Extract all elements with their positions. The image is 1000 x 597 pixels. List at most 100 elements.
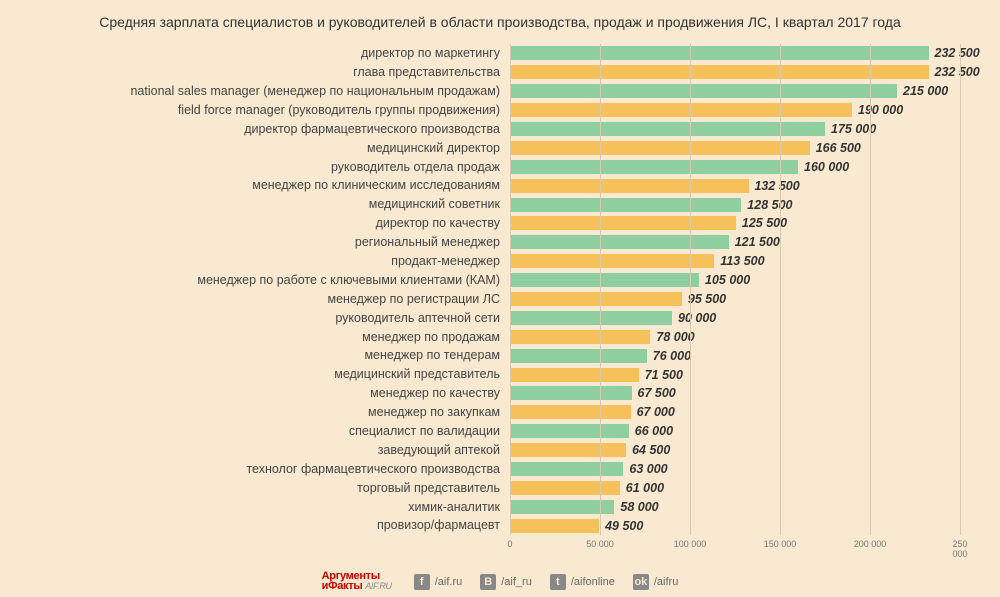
- grid-line: [690, 44, 691, 535]
- bar-label: директор по маркетингу: [0, 47, 500, 60]
- social-link[interactable]: B/aif_ru: [480, 574, 532, 590]
- bar-value: 49 500: [605, 519, 643, 532]
- bar: [510, 500, 614, 514]
- bar-label: медицинский советник: [0, 198, 500, 211]
- bar-row: глава представительства232 500: [510, 63, 960, 82]
- bar-value: 105 000: [705, 274, 750, 287]
- bar: [510, 349, 647, 363]
- bar-label: продакт-менеджер: [0, 255, 500, 268]
- axis-tick: 200 000: [854, 539, 887, 549]
- bar-value: 160 000: [804, 161, 849, 174]
- bar-value: 63 000: [629, 463, 667, 476]
- bar-label: директор по качеству: [0, 217, 500, 230]
- bar-row: менеджер по клиническим исследованиям132…: [510, 176, 960, 195]
- bar-value: 67 500: [638, 387, 676, 400]
- bar: [510, 216, 736, 230]
- bar: [510, 198, 741, 212]
- bar-row: директор по маркетингу232 500: [510, 44, 960, 63]
- bar-label: руководитель отдела продаж: [0, 161, 500, 174]
- bar: [510, 462, 623, 476]
- bar-label: торговый представитель: [0, 482, 500, 495]
- bar-label: заведующий аптекой: [0, 444, 500, 457]
- axis-tick: 150 000: [764, 539, 797, 549]
- bar-label: менеджер по тендерам: [0, 349, 500, 362]
- bar-label: field force manager (руководитель группы…: [0, 104, 500, 117]
- bar: [510, 84, 897, 98]
- bar: [510, 273, 699, 287]
- bar: [510, 103, 852, 117]
- bar-row: директор фармацевтического производства1…: [510, 120, 960, 139]
- grid-line: [510, 44, 511, 535]
- bar-label: провизор/фармацевт: [0, 519, 500, 532]
- bar: [510, 46, 929, 60]
- bar-row: менеджер по закупкам67 000: [510, 403, 960, 422]
- bar-label: менеджер по работе с ключевыми клиентами…: [0, 274, 500, 287]
- bar-value: 166 500: [816, 142, 861, 155]
- bar-row: медицинский советник128 500: [510, 195, 960, 214]
- bar: [510, 443, 626, 457]
- bar-row: торговый представитель61 000: [510, 478, 960, 497]
- bar-label: медицинский директор: [0, 142, 500, 155]
- vk-icon: B: [480, 574, 496, 590]
- axis-tick: 0: [507, 539, 512, 549]
- twitter-icon: t: [550, 574, 566, 590]
- grid-line: [600, 44, 601, 535]
- bar-row: продакт-менеджер113 500: [510, 252, 960, 271]
- bar-row: менеджер по работе с ключевыми клиентами…: [510, 271, 960, 290]
- social-link[interactable]: ok/aifru: [633, 574, 678, 590]
- grid-line: [960, 44, 961, 535]
- bar-value: 76 000: [653, 349, 691, 362]
- bar-row: технолог фармацевтического производства6…: [510, 460, 960, 479]
- bar-row: руководитель аптечной сети90 000: [510, 308, 960, 327]
- bar-label: региональный менеджер: [0, 236, 500, 249]
- bar-row: national sales manager (менеджер по наци…: [510, 82, 960, 101]
- social-handle: /aif.ru: [435, 576, 463, 588]
- bar-label: глава представительства: [0, 66, 500, 79]
- bar-value: 132 500: [754, 179, 799, 192]
- ok-icon: ok: [633, 574, 649, 590]
- footer: Аргументы иФакты AIF.RU f/aif.ru B/aif_ru…: [0, 567, 1000, 597]
- bar-value: 128 500: [747, 198, 792, 211]
- bar-label: national sales manager (менеджер по наци…: [0, 85, 500, 98]
- bar-row: заведующий аптекой64 500: [510, 441, 960, 460]
- bar-row: менеджер по тендерам76 000: [510, 346, 960, 365]
- grid-line: [870, 44, 871, 535]
- bar-value: 61 000: [626, 482, 664, 495]
- logo-sub: AIF.RU: [365, 581, 392, 591]
- bar-chart: директор по маркетингу232 500глава предс…: [0, 44, 1000, 553]
- social-link[interactable]: t/aifonline: [550, 574, 615, 590]
- bar: [510, 481, 620, 495]
- logo: Аргументы иФакты AIF.RU: [322, 572, 392, 592]
- chart-title: Средняя зарплата специалистов и руководи…: [0, 0, 1000, 38]
- bar: [510, 368, 639, 382]
- facebook-icon: f: [414, 574, 430, 590]
- bar-label: менеджер по закупкам: [0, 406, 500, 419]
- bar-row: field force manager (руководитель группы…: [510, 101, 960, 120]
- bar-row: менеджер по регистрации ЛС95 500: [510, 290, 960, 309]
- social-link[interactable]: f/aif.ru: [414, 574, 463, 590]
- social-handle: /aifru: [654, 576, 678, 588]
- bar-value: 215 000: [903, 85, 948, 98]
- bar-row: провизор/фармацевт49 500: [510, 516, 960, 535]
- bar: [510, 65, 929, 79]
- bar-row: химик-аналитик58 000: [510, 497, 960, 516]
- bar: [510, 386, 632, 400]
- bar-value: 121 500: [735, 236, 780, 249]
- bar-label: химик-аналитик: [0, 501, 500, 514]
- social-handle: /aif_ru: [501, 576, 532, 588]
- bar-label: руководитель аптечной сети: [0, 312, 500, 325]
- bar: [510, 405, 631, 419]
- bar-label: технолог фармацевтического производства: [0, 463, 500, 476]
- bar: [510, 519, 599, 533]
- bar-label: директор фармацевтического производства: [0, 123, 500, 136]
- axis-tick: 50 000: [586, 539, 614, 549]
- bar: [510, 330, 650, 344]
- bar-label: менеджер по качеству: [0, 387, 500, 400]
- bar-row: директор по качеству125 500: [510, 214, 960, 233]
- bar-row: специалист по валидации66 000: [510, 422, 960, 441]
- bar: [510, 292, 682, 306]
- bar-value: 90 000: [678, 312, 716, 325]
- bar-value: 232 500: [935, 47, 980, 60]
- bar-value: 190 000: [858, 104, 903, 117]
- bar-row: медицинский представитель71 500: [510, 365, 960, 384]
